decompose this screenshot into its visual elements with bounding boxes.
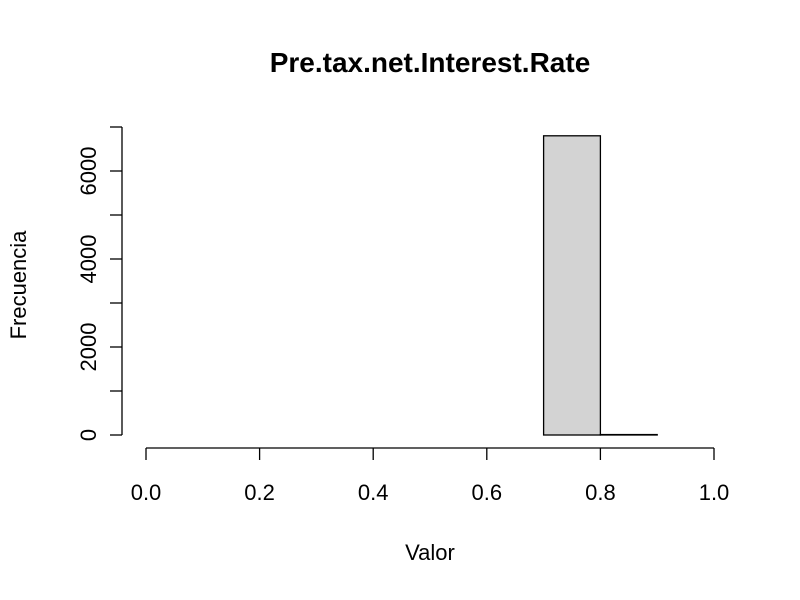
y-tick-label: 0 — [76, 429, 101, 441]
x-tick-label: 0.6 — [472, 480, 503, 505]
x-tick-label: 0.4 — [358, 480, 389, 505]
x-tick-label: 1.0 — [699, 480, 730, 505]
y-axis-label: Frecuencia — [6, 230, 31, 340]
y-tick-label: 4000 — [76, 235, 101, 284]
x-tick-label: 0.2 — [244, 480, 275, 505]
x-tick-label: 0.0 — [131, 480, 162, 505]
y-tick-label: 6000 — [76, 147, 101, 196]
y-axis: 0 2000 4000 6000 — [76, 126, 123, 441]
x-tick-label: 0.8 — [585, 480, 616, 505]
histogram-bar — [542, 135, 602, 436]
x-axis-label: Valor — [405, 540, 455, 565]
x-axis: 0.0 0.2 0.4 0.6 0.8 1.0 — [131, 447, 730, 505]
chart-title: Pre.tax.net.Interest.Rate — [270, 47, 591, 78]
bars-group — [542, 135, 658, 436]
y-tick-label: 2000 — [76, 323, 101, 372]
